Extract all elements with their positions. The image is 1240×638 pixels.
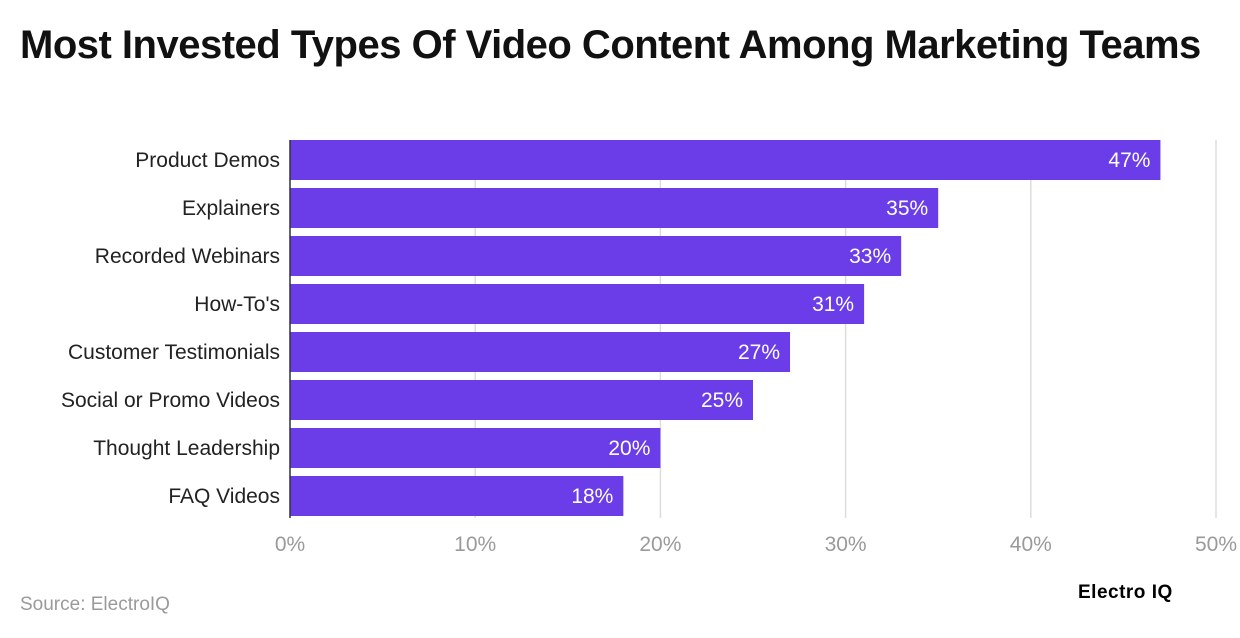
category-label: Thought Leadership	[93, 437, 280, 460]
category-label: Explainers	[182, 197, 280, 220]
category-label: Product Demos	[135, 149, 280, 172]
x-tick-label: 20%	[639, 533, 681, 556]
category-label: How-To's	[194, 293, 280, 316]
brand-logo: Electro IQ	[1078, 582, 1173, 603]
bar-recorded-webinars	[290, 236, 902, 276]
category-label: Customer Testimonials	[68, 341, 280, 364]
x-axis-ticks: 0% 10% 20% 30% 40% 50%	[275, 533, 1237, 556]
source-note: Source: ElectroIQ	[20, 594, 170, 615]
value-label: 27%	[738, 341, 780, 364]
bars	[290, 140, 1161, 516]
x-tick-label: 50%	[1195, 533, 1237, 556]
x-tick-label: 10%	[454, 533, 496, 556]
bar-customer-testimonials	[290, 332, 791, 372]
bar-how-to-s	[290, 284, 865, 324]
category-labels: Product Demos Explainers Recorded Webinars…	[61, 149, 280, 508]
value-label: 18%	[571, 485, 613, 508]
value-label: 35%	[886, 197, 928, 220]
value-label: 25%	[701, 389, 743, 412]
value-labels: 47% 35% 33% 31% 27% 25% 20% 18%	[571, 149, 1150, 508]
category-label: Social or Promo Videos	[61, 389, 280, 412]
bar-social-or-promo-videos	[290, 380, 753, 420]
bar-faq-videos	[290, 476, 624, 516]
category-label: Recorded Webinars	[95, 245, 280, 268]
x-tick-label: 40%	[1010, 533, 1052, 556]
bar-product-demos	[290, 140, 1161, 180]
bar-explainers	[290, 188, 939, 228]
category-label: FAQ Videos	[168, 485, 280, 508]
x-tick-label: 30%	[825, 533, 867, 556]
chart-title: Most Invested Types Of Video Content Amo…	[20, 23, 1201, 67]
value-label: 33%	[849, 245, 891, 268]
bar-thought-leadership	[290, 428, 661, 468]
value-label: 47%	[1108, 149, 1150, 172]
x-tick-label: 0%	[275, 533, 305, 556]
value-label: 31%	[812, 293, 854, 316]
value-label: 20%	[608, 437, 650, 460]
